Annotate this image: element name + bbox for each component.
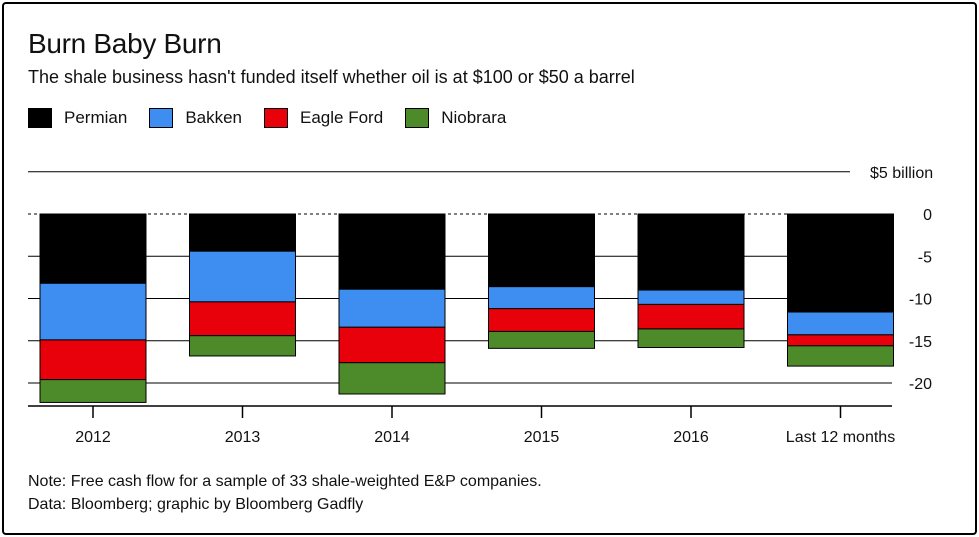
bar-segment-eagle-ford: [637, 303, 745, 330]
x-tick-label: 2014: [374, 429, 410, 446]
bar-segment-eagle-ford: [39, 339, 147, 381]
bar-segment-bakken: [637, 289, 745, 305]
chart-notes: Note: Free cash flow for a sample of 33 …: [28, 470, 542, 516]
legend-item-niobrara: Niobrara: [405, 108, 506, 128]
y-tick-label: -5: [918, 249, 932, 266]
bar-segment-eagle-ford: [338, 326, 446, 364]
legend-label-eagle-ford: Eagle Ford: [300, 108, 384, 127]
x-tick-label: 2016: [673, 429, 709, 446]
bar-segment-niobrara: [338, 362, 446, 395]
y-tick-label: -15: [909, 334, 932, 351]
bar-segment-eagle-ford: [488, 308, 595, 332]
bar-segment-bakken: [488, 286, 595, 310]
legend-label-bakken: Bakken: [185, 108, 243, 127]
bar-segment-niobrara: [787, 345, 894, 367]
legend-item-permian: Permian: [28, 108, 127, 128]
bar-segment-niobrara: [189, 335, 296, 357]
legend-label-permian: Permian: [64, 108, 128, 127]
y-tick-label: -10: [909, 292, 932, 309]
bar-segment-permian: [189, 213, 296, 252]
bar-segment-bakken: [338, 288, 446, 328]
legend: Permian Bakken Eagle Ford Niobrara: [28, 108, 528, 128]
legend-item-bakken: Bakken: [149, 108, 242, 128]
legend-swatch-eagle-ford: [264, 108, 289, 128]
bar-segment-bakken: [787, 311, 894, 336]
legend-swatch-bakken: [149, 108, 174, 128]
chart-subtitle: The shale business hasn't funded itself …: [28, 67, 635, 87]
legend-item-eagle-ford: Eagle Ford: [264, 108, 383, 128]
y-tick-label: 0: [923, 207, 932, 224]
bar-segment-niobrara: [488, 330, 595, 349]
legend-label-niobrara: Niobrara: [441, 108, 507, 127]
bar-segment-permian: [488, 213, 595, 288]
bar-segment-bakken: [39, 282, 147, 341]
x-tick-label: 2013: [225, 429, 261, 446]
bar-segment-niobrara: [39, 379, 147, 403]
note-text: Note: Free cash flow for a sample of 33 …: [28, 473, 542, 490]
chart-title: Burn Baby Burn: [28, 28, 222, 59]
y-tick-label: -20: [909, 376, 932, 393]
bar-segment-permian: [39, 213, 147, 284]
x-tick-label: 2015: [524, 429, 560, 446]
legend-swatch-niobrara: [405, 108, 430, 128]
x-tick-label: 2012: [75, 429, 111, 446]
bar-segment-permian: [787, 213, 894, 313]
bar-segment-eagle-ford: [787, 334, 894, 347]
bar-segment-niobrara: [637, 328, 745, 349]
bar-segment-permian: [637, 213, 745, 291]
x-tick-label: Last 12 months: [786, 429, 895, 446]
source-text: Data: Bloomberg; graphic by Bloomberg Ga…: [28, 496, 364, 513]
bar-segment-eagle-ford: [189, 301, 296, 337]
top-gridline-label: $5 billion: [870, 165, 933, 182]
bar-segment-permian: [338, 213, 446, 290]
legend-swatch-permian: [28, 108, 52, 128]
bar-segment-bakken: [189, 250, 296, 303]
